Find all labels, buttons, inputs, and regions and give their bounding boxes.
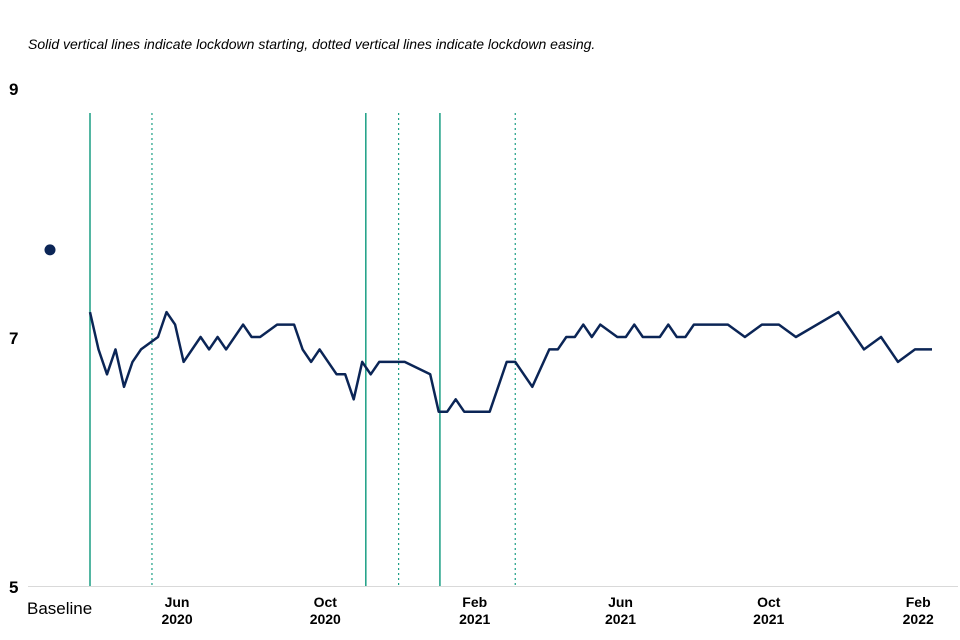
- x-tick-label-year: 2021: [753, 611, 784, 627]
- x-tick-label-year: 2021: [459, 611, 490, 627]
- x-tick-label-month: Oct: [757, 594, 781, 610]
- baseline-group: [44, 244, 56, 256]
- x-tick-label-year: 2020: [310, 611, 341, 627]
- x-axis-ticks: Baseline Jun2020Oct2020Feb2021Jun2021Oct2…: [27, 594, 934, 627]
- y-tick-label: 7: [9, 329, 18, 348]
- x-tick-label-year: 2021: [605, 611, 636, 627]
- series-group: [88, 310, 932, 413]
- x-tick-label-year: 2020: [161, 611, 192, 627]
- y-axis-ticks: 5 7 9: [9, 80, 18, 597]
- chart-note: Solid vertical lines indicate lockdown s…: [28, 36, 596, 52]
- series-line: [88, 310, 932, 413]
- lockdown-lines: [89, 113, 516, 586]
- baseline-point: [44, 244, 56, 256]
- x-tick-label-month: Oct: [314, 594, 338, 610]
- x-tick-label-month: Feb: [906, 594, 931, 610]
- x-tick-label-year: 2022: [903, 611, 934, 627]
- x-tick-baseline-label: Baseline: [27, 599, 92, 618]
- y-tick-label: 5: [9, 578, 18, 597]
- x-tick-label-month: Feb: [462, 594, 487, 610]
- x-tick-label-month: Jun: [165, 594, 190, 610]
- y-tick-label: 9: [9, 80, 18, 99]
- x-tick-label-month: Jun: [608, 594, 633, 610]
